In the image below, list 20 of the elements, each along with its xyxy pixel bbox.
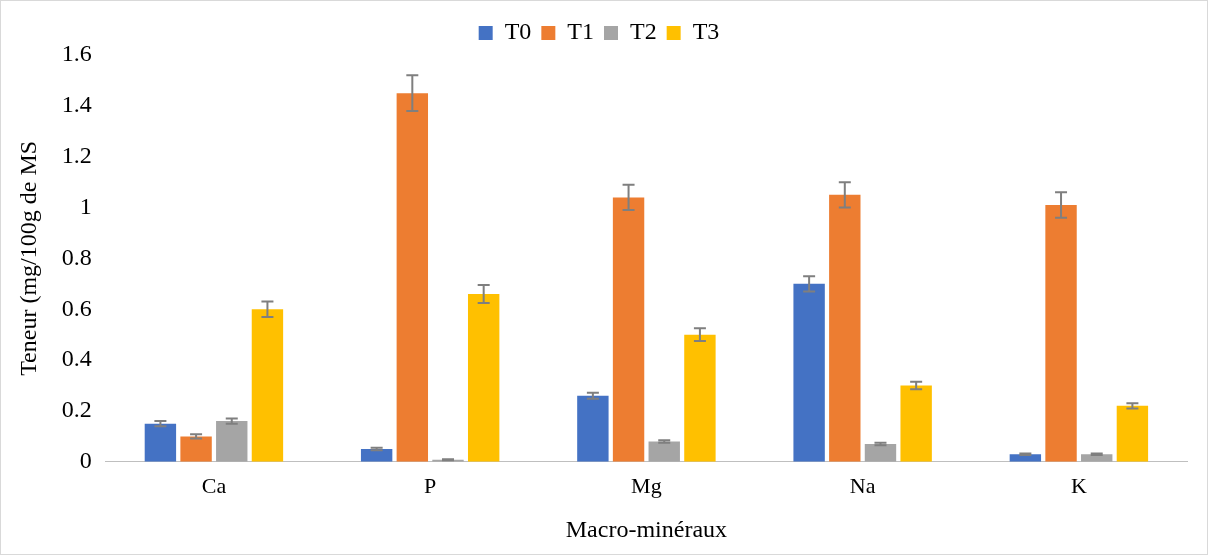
y-tick-label: 1	[79, 192, 92, 219]
x-tick-label: P	[424, 472, 437, 498]
y-tick-label: 0.6	[61, 294, 92, 321]
legend-label: T1	[567, 18, 595, 45]
x-tick-label: Na	[849, 472, 876, 498]
y-tick-label: 0.8	[61, 243, 92, 270]
y-tick-label: 0.4	[61, 345, 92, 372]
y-tick-label: 1.6	[61, 40, 92, 67]
legend-label: T3	[692, 18, 720, 45]
y-tick-label: 0	[79, 447, 92, 474]
x-axis-title: Macro-minéraux	[565, 515, 728, 542]
y-tick-label: 1.4	[61, 91, 92, 118]
legend-label: T2	[630, 18, 657, 45]
x-tick-label: Ca	[201, 472, 227, 498]
x-tick-label: Mg	[631, 472, 662, 498]
y-tick-label: 1.2	[61, 142, 92, 168]
legend-label: T0	[504, 18, 532, 45]
y-axis-title: Teneur (mg/100g de MS	[14, 140, 41, 376]
y-tick-label: 0.2	[61, 396, 92, 423]
x-tick-label: K	[1070, 472, 1087, 498]
